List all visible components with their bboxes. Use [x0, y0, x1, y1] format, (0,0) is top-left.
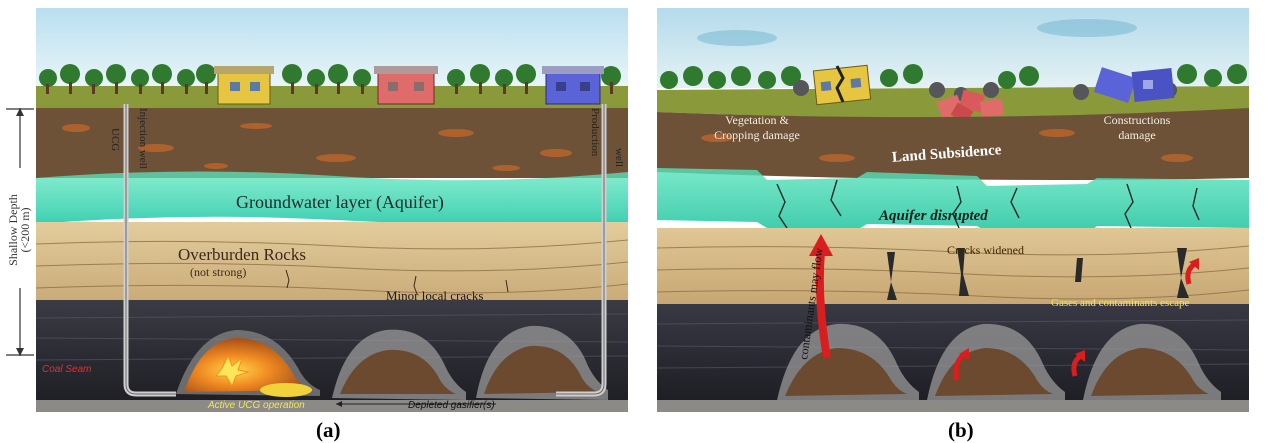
caption-a: (a)	[316, 418, 341, 442]
house-yellow	[214, 66, 274, 105]
collapsed-gasifier-2	[927, 323, 1065, 400]
land-subsidence-label: Land Subsidence	[891, 142, 1002, 166]
panel-a-before: UCG Injection well Production well Groun…	[36, 8, 628, 412]
soil-layer	[36, 108, 628, 178]
vegetation-label-line2: Cropping damage	[714, 128, 800, 142]
depth-label-line1: Shallow Depth	[6, 194, 20, 266]
caption-b: (b)	[948, 418, 974, 442]
active-ucg-label: Active UCG operation	[207, 400, 305, 411]
minor-cracks	[285, 269, 509, 295]
house-blue-damaged	[1093, 67, 1175, 103]
overburden-layer	[657, 228, 1249, 306]
depleted-gasifier-1	[332, 329, 466, 400]
widened-cracks	[887, 248, 1189, 300]
overburden-sub-label: (not strong)	[190, 265, 246, 279]
gases-escape-label: Gases and contaminants escape	[1051, 297, 1189, 309]
collapsed-gasifier-1	[777, 323, 919, 400]
well-label: well	[613, 148, 625, 167]
panel-b-after: Vegetation & Cropping damage Land Subsid…	[657, 8, 1249, 412]
aquifer-disrupted-layer	[657, 168, 1249, 234]
depleted-gasifier-2	[476, 325, 608, 400]
overburden-label: Overburden Rocks	[178, 245, 306, 264]
floor-layer	[657, 400, 1249, 412]
active-gasifier	[176, 330, 320, 397]
aquifer-layer	[36, 171, 628, 225]
depth-label-line2: (<200 m)	[18, 207, 32, 252]
depleted-gasifier-label: Depleted gasifier(s)	[408, 400, 495, 411]
aquifer-disrupted-label: Aquifer disrupted	[878, 208, 988, 224]
aquifer-label: Groundwater layer (Aquifer)	[236, 192, 444, 213]
constructions-label-line1: Constructions	[1104, 113, 1171, 127]
coal-seam-label: Coal Seam	[42, 364, 91, 375]
minor-cracks-label: Minor local cracks	[386, 288, 483, 303]
cracks-widened-label: Cracks widened	[947, 243, 1024, 257]
constructions-label-line2: damage	[1118, 128, 1155, 142]
ucg-label: UCG	[109, 128, 121, 151]
soil-layer	[657, 108, 1249, 180]
vegetation-label-line1: Vegetation &	[725, 113, 789, 127]
production-label: Production	[589, 108, 601, 157]
aquifer-cracks	[776, 179, 1200, 229]
grass-strip	[36, 86, 628, 110]
house-blue	[542, 66, 604, 105]
house-yellow-cracked	[812, 64, 872, 106]
house-red	[374, 66, 438, 105]
gas-escape-arrows	[953, 258, 1199, 381]
contaminant-flow-arrow	[809, 234, 833, 359]
injection-well-label: Injection well	[137, 108, 149, 169]
tree-row	[660, 64, 1247, 89]
house-red-collapsed	[936, 89, 1005, 124]
collapsed-gasifier-3	[1083, 323, 1221, 400]
floor-layer	[36, 400, 628, 412]
tree-row	[39, 64, 621, 87]
depth-indicator: Shallow Depth (<200 m)	[0, 108, 36, 356]
